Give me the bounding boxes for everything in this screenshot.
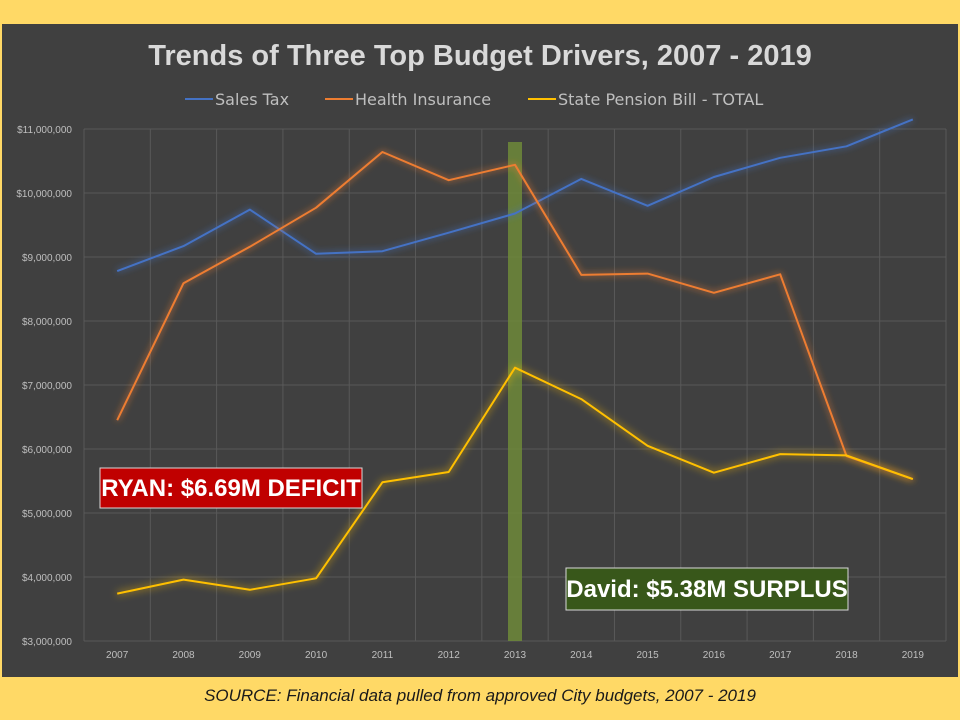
chart-panel: Trends of Three Top Budget Drivers, 2007… [2,24,958,677]
ryan-callout: RYAN: $6.69M DEFICIT [99,467,363,509]
x-tick-label: 2018 [835,650,858,661]
legend-entry: State Pension Bill - TOTAL [528,90,763,109]
highlight-band [508,142,522,641]
y-tick-label: $5,000,000 [22,509,72,520]
source-caption: SOURCE: Financial data pulled from appro… [204,686,756,705]
david-callout: David: $5.38M SURPLUS [565,567,849,611]
x-tick-label: 2010 [305,650,328,661]
y-tick-label: $3,000,000 [22,637,72,648]
y-tick-label: $9,000,000 [22,253,72,264]
legend-entry: Health Insurance [325,90,491,109]
david-callout-box [565,567,849,611]
legend-label: State Pension Bill - TOTAL [558,90,763,109]
chart-title: Trends of Three Top Budget Drivers, 2007… [148,40,811,72]
legend-label: Sales Tax [215,90,289,109]
series-line-1 [116,118,914,273]
x-axis-labels: 2007 2008 2009 2010 2011 2012 2013 2014 2015 2016… [106,650,924,661]
legend-entry: Sales Tax [185,90,289,109]
y-tick-label: $8,000,000 [22,317,72,328]
x-tick-label: 2011 [372,650,394,661]
ryan-callout-text: RYAN: $6.69M DEFICIT [101,475,361,502]
y-tick-label: $6,000,000 [22,445,72,456]
highlight-band-group [508,142,522,641]
x-tick-label: 2017 [769,650,792,661]
line-chart: Trends of Three Top Budget Drivers, 2007… [16,40,947,661]
y-tick-label: $7,000,000 [22,381,72,392]
legend-label: Health Insurance [355,90,491,109]
series-line-2 [116,151,914,481]
series-line-3 [116,366,914,595]
y-tick-label: $4,000,000 [22,573,72,584]
y-tick-label: $10,000,000 [16,189,72,200]
x-tick-label: 2007 [106,650,129,661]
x-tick-label: 2015 [636,650,659,661]
x-tick-label: 2016 [703,650,726,661]
y-tick-label: $11,000,000 [17,125,72,136]
david-callout-text: David: $5.38M SURPLUS [566,576,847,603]
gridlines [83,128,947,642]
x-tick-label: 2012 [438,650,461,661]
legend: Sales Tax Health Insurance State Pension B… [185,90,763,109]
ryan-callout-box [99,467,363,509]
x-tick-label: 2019 [902,650,925,661]
y-axis-labels: $3,000,000 $4,000,000 $5,000,000 $6,000,000… [16,125,72,648]
x-tick-label: 2014 [570,650,593,661]
x-tick-label: 2013 [504,650,527,661]
x-tick-label: 2009 [239,650,262,661]
series-lines [116,118,914,595]
x-tick-label: 2008 [172,650,195,661]
